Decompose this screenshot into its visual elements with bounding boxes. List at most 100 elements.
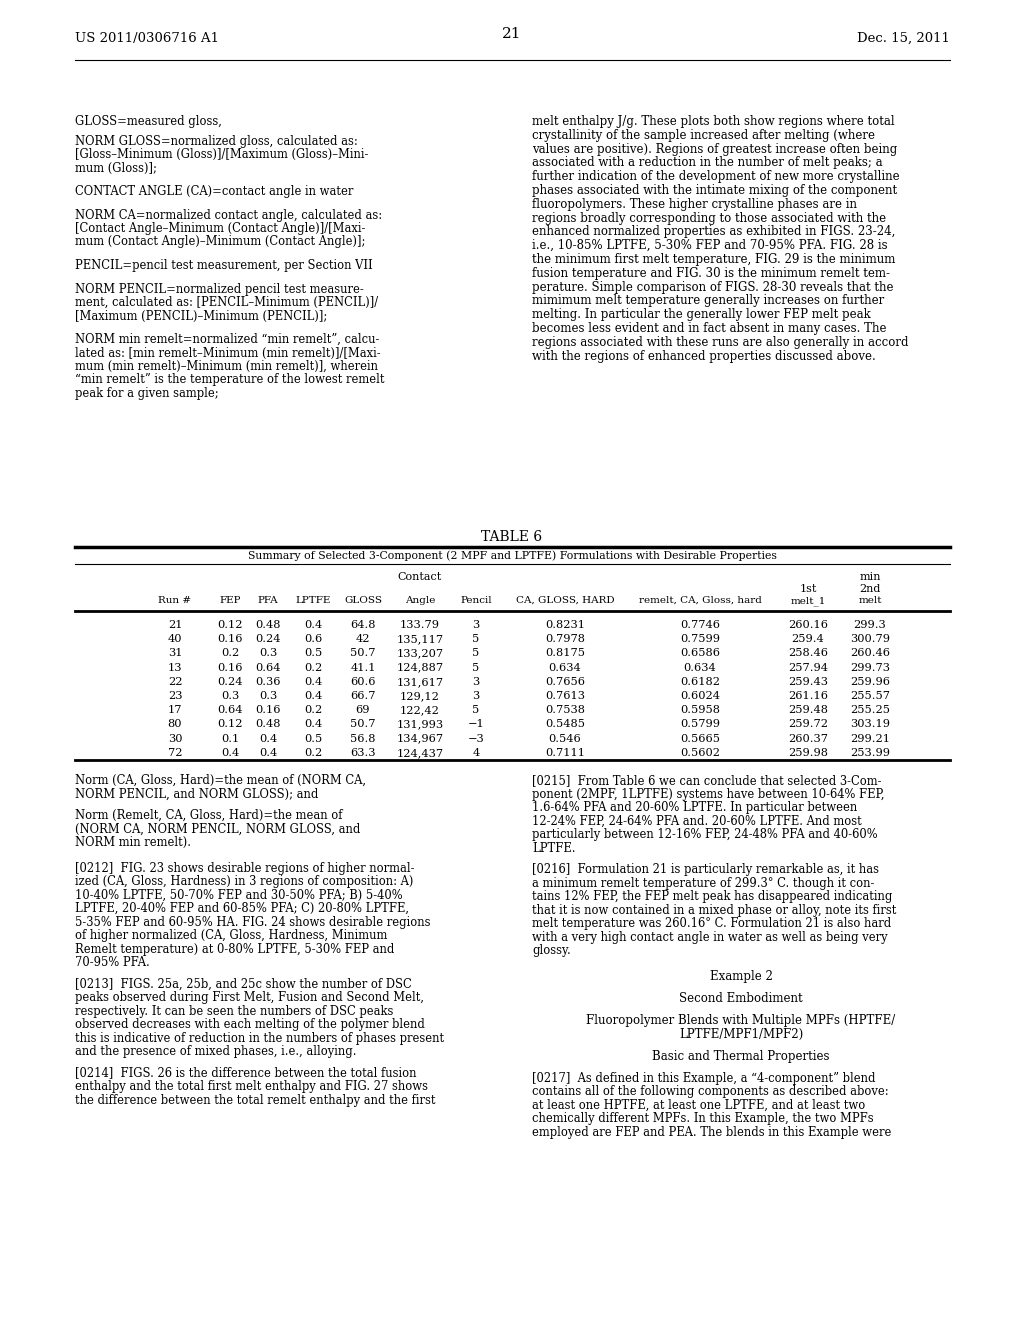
Text: (NORM CA, NORM PENCIL, NORM GLOSS, and: (NORM CA, NORM PENCIL, NORM GLOSS, and: [75, 822, 360, 836]
Text: ponent (2MPF, 1LPTFE) systems have between 10-64% FEP,: ponent (2MPF, 1LPTFE) systems have betwe…: [532, 788, 885, 800]
Text: 72: 72: [168, 748, 182, 758]
Text: 0.5485: 0.5485: [545, 719, 585, 730]
Text: 0.7599: 0.7599: [680, 634, 720, 644]
Text: 0.3: 0.3: [221, 690, 240, 701]
Text: 0.48: 0.48: [255, 719, 281, 730]
Text: 0.7656: 0.7656: [545, 677, 585, 686]
Text: peaks observed during First Melt, Fusion and Second Melt,: peaks observed during First Melt, Fusion…: [75, 991, 424, 1005]
Text: 4: 4: [472, 748, 479, 758]
Text: 40: 40: [168, 634, 182, 644]
Text: 0.36: 0.36: [255, 677, 281, 686]
Text: [0217]  As defined in this Example, a “4-component” blend: [0217] As defined in this Example, a “4-…: [532, 1072, 876, 1085]
Text: mum (min remelt)–Minimum (min remelt)], wherein: mum (min remelt)–Minimum (min remelt)], …: [75, 360, 378, 374]
Text: 0.4: 0.4: [259, 748, 278, 758]
Text: LPTFE.: LPTFE.: [532, 842, 575, 854]
Text: 299.21: 299.21: [850, 734, 890, 743]
Text: 1st: 1st: [800, 583, 817, 594]
Text: fusion temperature and FIG. 30 is the minimum remelt tem-: fusion temperature and FIG. 30 is the mi…: [532, 267, 890, 280]
Text: the minimum first melt temperature, FIG. 29 is the minimum: the minimum first melt temperature, FIG.…: [532, 253, 895, 267]
Text: 0.2: 0.2: [221, 648, 240, 659]
Text: CA, GLOSS, HARD: CA, GLOSS, HARD: [516, 597, 614, 605]
Text: 0.64: 0.64: [255, 663, 281, 673]
Text: with the regions of enhanced properties discussed above.: with the regions of enhanced properties …: [532, 350, 876, 363]
Text: 0.4: 0.4: [259, 734, 278, 743]
Text: Basic and Thermal Properties: Basic and Thermal Properties: [652, 1049, 829, 1063]
Text: employed are FEP and PEA. The blends in this Example were: employed are FEP and PEA. The blends in …: [532, 1126, 891, 1139]
Text: respectively. It can be seen the numbers of DSC peaks: respectively. It can be seen the numbers…: [75, 1005, 393, 1018]
Text: tains 12% FEP, the FEP melt peak has disappeared indicating: tains 12% FEP, the FEP melt peak has dis…: [532, 890, 892, 903]
Text: perature. Simple comparison of FIGS. 28-30 reveals that the: perature. Simple comparison of FIGS. 28-…: [532, 281, 894, 293]
Text: NORM CA=normalized contact angle, calculated as:: NORM CA=normalized contact angle, calcul…: [75, 209, 382, 222]
Text: 0.4: 0.4: [304, 620, 323, 630]
Text: 260.37: 260.37: [788, 734, 828, 743]
Text: this is indicative of reduction in the numbers of phases present: this is indicative of reduction in the n…: [75, 1031, 444, 1044]
Text: 0.6: 0.6: [304, 634, 323, 644]
Text: 259.72: 259.72: [788, 719, 828, 730]
Text: 0.16: 0.16: [255, 705, 281, 715]
Text: 0.5: 0.5: [304, 734, 323, 743]
Text: phases associated with the intimate mixing of the component: phases associated with the intimate mixi…: [532, 183, 897, 197]
Text: 0.634: 0.634: [549, 663, 582, 673]
Text: 5: 5: [472, 648, 479, 659]
Text: 124,437: 124,437: [396, 748, 443, 758]
Text: 299.3: 299.3: [854, 620, 887, 630]
Text: associated with a reduction in the number of melt peaks; a: associated with a reduction in the numbe…: [532, 156, 883, 169]
Text: 3: 3: [472, 690, 479, 701]
Text: contains all of the following components as described above:: contains all of the following components…: [532, 1085, 889, 1098]
Text: values are positive). Regions of greatest increase often being: values are positive). Regions of greates…: [532, 143, 897, 156]
Text: Angle: Angle: [404, 597, 435, 605]
Text: [0215]  From Table 6 we can conclude that selected 3-Com-: [0215] From Table 6 we can conclude that…: [532, 774, 882, 787]
Text: 133.79: 133.79: [400, 620, 440, 630]
Text: 17: 17: [168, 705, 182, 715]
Text: 255.25: 255.25: [850, 705, 890, 715]
Text: 131,617: 131,617: [396, 677, 443, 686]
Text: LPTFE/MPF1/MPF2): LPTFE/MPF1/MPF2): [679, 1027, 803, 1040]
Text: LPTFE: LPTFE: [295, 597, 331, 605]
Text: Contact: Contact: [398, 572, 442, 582]
Text: 5: 5: [472, 634, 479, 644]
Text: 0.12: 0.12: [217, 719, 243, 730]
Text: [0212]  FIG. 23 shows desirable regions of higher normal-: [0212] FIG. 23 shows desirable regions o…: [75, 862, 415, 875]
Text: 0.16: 0.16: [217, 634, 243, 644]
Text: 60.6: 60.6: [350, 677, 376, 686]
Text: fluoropolymers. These higher crystalline phases are in: fluoropolymers. These higher crystalline…: [532, 198, 857, 211]
Text: Norm (CA, Gloss, Hard)=the mean of (NORM CA,: Norm (CA, Gloss, Hard)=the mean of (NORM…: [75, 774, 366, 787]
Text: [Gloss–Minimum (Gloss)]/[Maximum (Gloss)–Mini-: [Gloss–Minimum (Gloss)]/[Maximum (Gloss)…: [75, 148, 369, 161]
Text: melt: melt: [858, 597, 882, 605]
Text: 2nd: 2nd: [859, 583, 881, 594]
Text: 13: 13: [168, 663, 182, 673]
Text: mimimum melt temperature generally increases on further: mimimum melt temperature generally incre…: [532, 294, 885, 308]
Text: TABLE 6: TABLE 6: [481, 531, 543, 544]
Text: peak for a given sample;: peak for a given sample;: [75, 387, 219, 400]
Text: 135,117: 135,117: [396, 634, 443, 644]
Text: regions broadly corresponding to those associated with the: regions broadly corresponding to those a…: [532, 211, 886, 224]
Text: 0.546: 0.546: [549, 734, 582, 743]
Text: 80: 80: [168, 719, 182, 730]
Text: 0.12: 0.12: [217, 620, 243, 630]
Text: “min remelt” is the temperature of the lowest remelt: “min remelt” is the temperature of the l…: [75, 374, 384, 387]
Text: mum (Contact Angle)–Minimum (Contact Angle)];: mum (Contact Angle)–Minimum (Contact Ang…: [75, 235, 366, 248]
Text: 0.7111: 0.7111: [545, 748, 585, 758]
Text: 260.16: 260.16: [788, 620, 828, 630]
Text: 124,887: 124,887: [396, 663, 443, 673]
Text: further indication of the development of new more crystalline: further indication of the development of…: [532, 170, 900, 183]
Text: 42: 42: [355, 634, 371, 644]
Text: 0.8175: 0.8175: [545, 648, 585, 659]
Text: 69: 69: [355, 705, 371, 715]
Text: PFA: PFA: [258, 597, 279, 605]
Text: CONTACT ANGLE (CA)=contact angle in water: CONTACT ANGLE (CA)=contact angle in wate…: [75, 185, 353, 198]
Text: glossy.: glossy.: [532, 944, 570, 957]
Text: 129,12: 129,12: [400, 690, 440, 701]
Text: 0.24: 0.24: [217, 677, 243, 686]
Text: 300.79: 300.79: [850, 634, 890, 644]
Text: 0.6024: 0.6024: [680, 690, 720, 701]
Text: 56.8: 56.8: [350, 734, 376, 743]
Text: Fluoropolymer Blends with Multiple MPFs (HPTFE/: Fluoropolymer Blends with Multiple MPFs …: [587, 1014, 896, 1027]
Text: becomes less evident and in fact absent in many cases. The: becomes less evident and in fact absent …: [532, 322, 887, 335]
Text: 3: 3: [472, 677, 479, 686]
Text: ment, calculated as: [PENCIL–Minimum (PENCIL)]/: ment, calculated as: [PENCIL–Minimum (PE…: [75, 296, 378, 309]
Text: 1.6-64% PFA and 20-60% LPTFE. In particular between: 1.6-64% PFA and 20-60% LPTFE. In particu…: [532, 801, 857, 814]
Text: Second Embodiment: Second Embodiment: [679, 991, 803, 1005]
Text: 0.2: 0.2: [304, 663, 323, 673]
Text: 255.57: 255.57: [850, 690, 890, 701]
